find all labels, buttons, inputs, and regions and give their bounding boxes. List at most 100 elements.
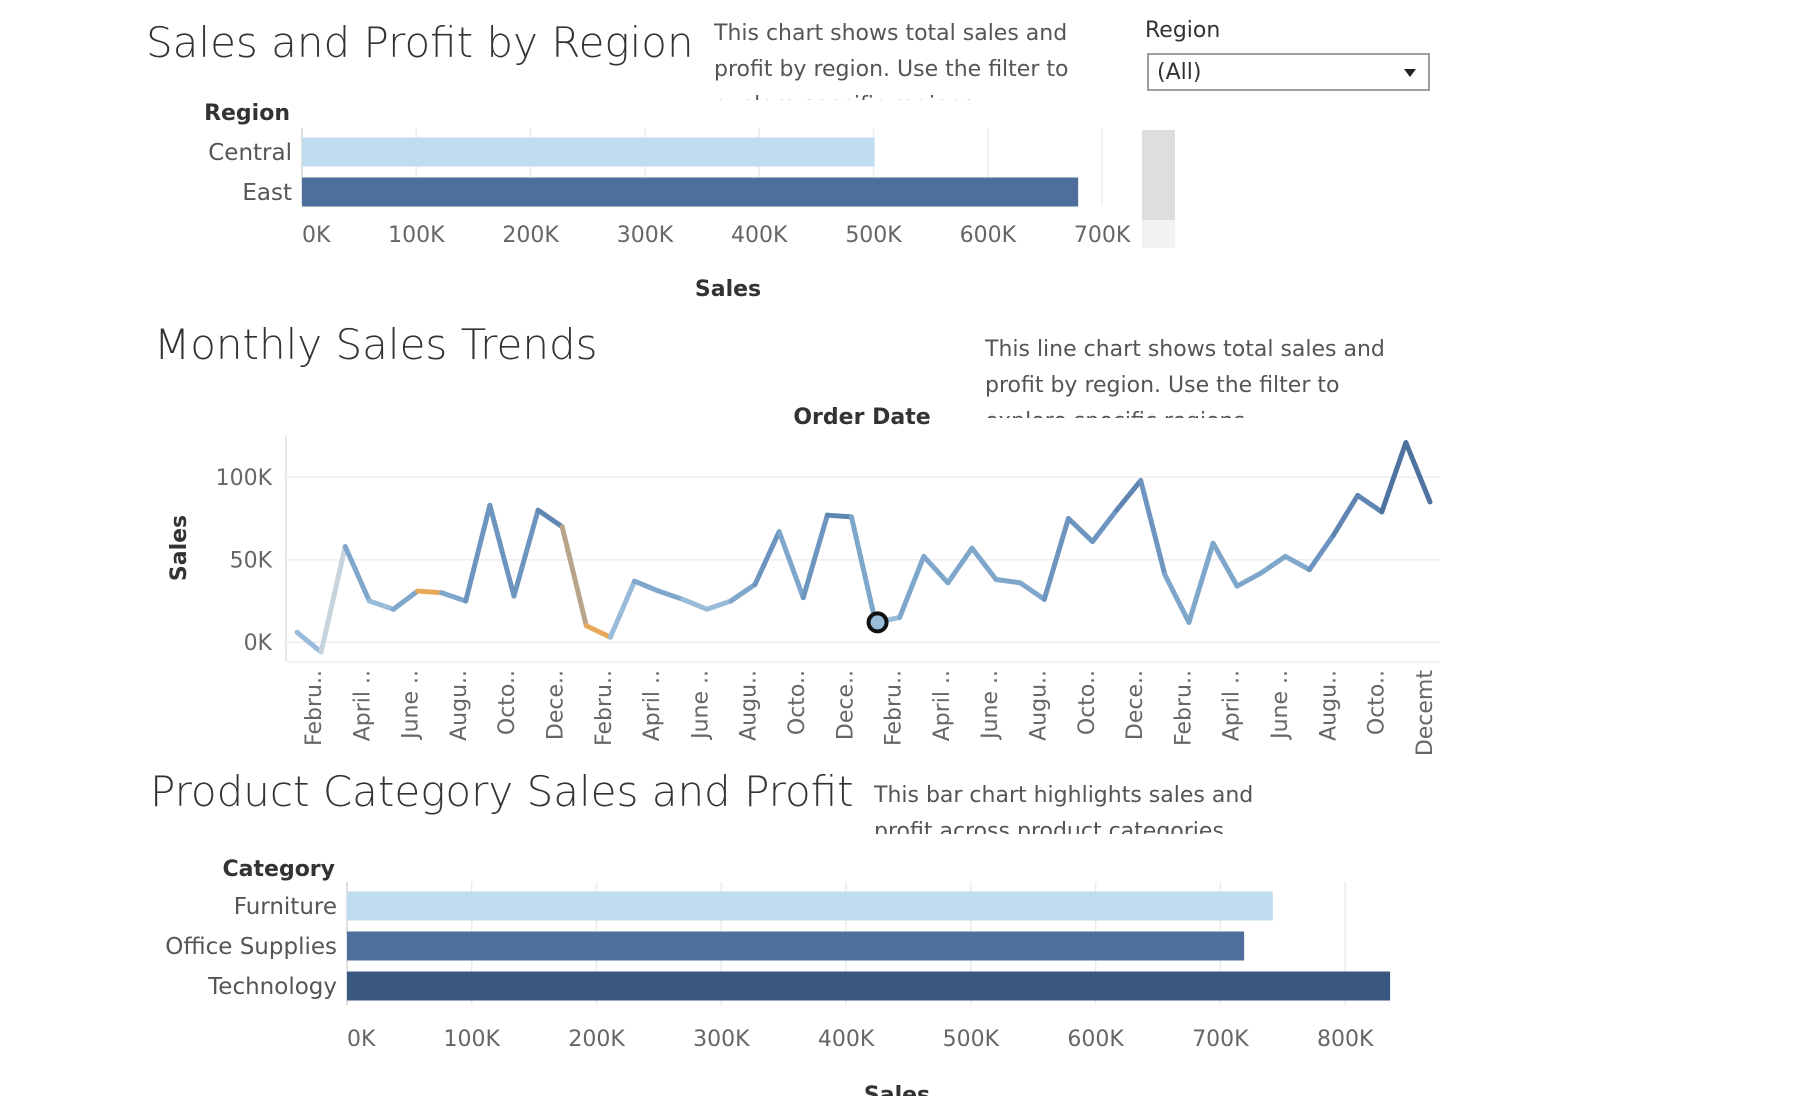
- line-segment[interactable]: [1258, 553, 1288, 576]
- line-segment[interactable]: [1162, 572, 1192, 625]
- line-segment[interactable]: [463, 502, 493, 604]
- x-tick-label: Decemt: [1413, 670, 1438, 757]
- x-tick-label: Febru..: [302, 670, 327, 746]
- x-tick-label: 400K: [818, 1027, 875, 1052]
- line-segment[interactable]: [535, 507, 565, 530]
- line-segment[interactable]: [1114, 478, 1144, 513]
- x-tick-label: Augu..: [1027, 670, 1052, 741]
- x-tick-label: 300K: [693, 1027, 750, 1052]
- line-segment[interactable]: [921, 553, 951, 586]
- x-tick-label: 500K: [943, 1027, 1000, 1052]
- bar[interactable]: [347, 971, 1391, 1001]
- x-tick-label: June ..: [688, 670, 713, 741]
- bar[interactable]: [302, 177, 1079, 207]
- x-tick-label: 300K: [617, 223, 674, 248]
- x-tick-label: 600K: [1067, 1027, 1124, 1052]
- category-chart-description: This bar chart highlights sales and prof…: [874, 783, 1254, 834]
- line-segment[interactable]: [1065, 515, 1096, 545]
- line-segment[interactable]: [728, 581, 758, 604]
- line-segment[interactable]: [415, 588, 445, 596]
- trend-chart-description: This line chart shows total sales and pr…: [985, 337, 1385, 418]
- line-segment[interactable]: [631, 578, 662, 594]
- line-segment[interactable]: [487, 502, 517, 599]
- y-tick-label: 100K: [216, 466, 273, 491]
- y-axis-label: Sales: [167, 515, 192, 581]
- category-chart-title: Product Category Sales and Profit: [150, 767, 854, 816]
- trend-chart-title: Monthly Sales Trends: [154, 320, 598, 369]
- line-segment[interactable]: [1017, 580, 1047, 602]
- line-segment[interactable]: [704, 598, 734, 612]
- line-segment[interactable]: [656, 588, 686, 602]
- x-tick-label: April ..: [930, 670, 955, 741]
- x-tick-label: 400K: [731, 223, 788, 248]
- line-segment[interactable]: [511, 507, 541, 599]
- category-label: East: [242, 180, 292, 206]
- line-segment[interactable]: [800, 512, 830, 601]
- x-tick-label: 600K: [960, 223, 1017, 248]
- line-segment[interactable]: [1090, 507, 1120, 545]
- bar[interactable]: [302, 137, 875, 167]
- x-tick-label: 100K: [388, 223, 445, 248]
- scrollbar-thumb[interactable]: [1142, 130, 1175, 220]
- line-segment[interactable]: [559, 524, 589, 629]
- line-segment[interactable]: [776, 529, 806, 601]
- bar[interactable]: [347, 931, 1245, 961]
- line-segment[interactable]: [824, 512, 854, 520]
- y-tick-label: 0K: [244, 631, 273, 656]
- line-segment[interactable]: [318, 544, 348, 655]
- line-segment[interactable]: [607, 578, 637, 640]
- dimension-label: Category: [223, 857, 335, 882]
- line-segment[interactable]: [1282, 553, 1312, 573]
- line-segment[interactable]: [1041, 515, 1071, 602]
- line-segment[interactable]: [1186, 540, 1216, 625]
- line-segment[interactable]: [390, 588, 421, 612]
- x-tick-label: 500K: [845, 223, 902, 248]
- line-segment[interactable]: [1403, 440, 1433, 505]
- line-segment[interactable]: [1306, 532, 1337, 573]
- region-chart-title: Sales and Profit by Region: [146, 18, 694, 67]
- line-segment[interactable]: [1210, 540, 1240, 589]
- line-segment[interactable]: [1331, 492, 1361, 538]
- region-bar-chart[interactable]: 0K 100K 200K 300K 400K 500K 600K 700K Region Cent…: [0, 0, 1140, 310]
- line-segment[interactable]: [897, 553, 927, 620]
- bar[interactable]: [347, 891, 1273, 921]
- category-label: Technology: [207, 974, 337, 1000]
- line-segment[interactable]: [969, 545, 999, 583]
- category-bar-chart[interactable]: 0K 100K 200K 300K 400K 500K 600K 700K 800K Catego…: [0, 0, 1440, 1096]
- region-filter-value: (All): [1157, 60, 1202, 85]
- sales-line-chart[interactable]: 0K 50K 100K Sales Order Date Febru.. April .. J…: [0, 0, 1440, 760]
- line-segment[interactable]: [945, 545, 975, 586]
- x-tick-label: April ..: [350, 670, 375, 741]
- region-filter-dropdown[interactable]: (All): [1147, 53, 1430, 91]
- highlighted-data-point[interactable]: [866, 611, 889, 634]
- chevron-down-icon[interactable]: [1404, 69, 1416, 77]
- x-tick-label: Febru..: [592, 670, 617, 746]
- line-segment[interactable]: [848, 514, 879, 625]
- x-tick-label: Febru..: [1171, 670, 1196, 746]
- line-segment[interactable]: [1355, 492, 1385, 515]
- category-label: Office Supplies: [165, 934, 337, 960]
- x-tick-label: 700K: [1074, 223, 1131, 248]
- region-filter-label: Region: [1145, 18, 1221, 43]
- category-label: Central: [208, 140, 292, 166]
- y-tick-label: 50K: [230, 549, 273, 574]
- line-segment[interactable]: [439, 590, 469, 604]
- line-segment[interactable]: [342, 544, 372, 604]
- line-segment[interactable]: [680, 596, 710, 612]
- line-segment[interactable]: [752, 529, 782, 587]
- x-tick-label: Octo..: [1075, 670, 1100, 735]
- line-segment[interactable]: [993, 577, 1023, 586]
- x-tick-label: June ..: [399, 670, 424, 741]
- category-label: Furniture: [234, 894, 337, 920]
- x-axis-label: Sales: [695, 277, 761, 302]
- line-segment[interactable]: [1234, 570, 1264, 589]
- x-tick-label: Dece..: [1123, 670, 1148, 740]
- line-segment[interactable]: [583, 623, 613, 640]
- x-tick-label: 0K: [347, 1027, 376, 1052]
- order-date-header: Order Date: [793, 405, 930, 430]
- line-segment[interactable]: [1138, 478, 1168, 578]
- region-chart-scrollbar[interactable]: [1142, 130, 1175, 248]
- line-segment[interactable]: [294, 629, 324, 655]
- line-segment[interactable]: [1379, 440, 1409, 515]
- line-segment[interactable]: [366, 598, 396, 612]
